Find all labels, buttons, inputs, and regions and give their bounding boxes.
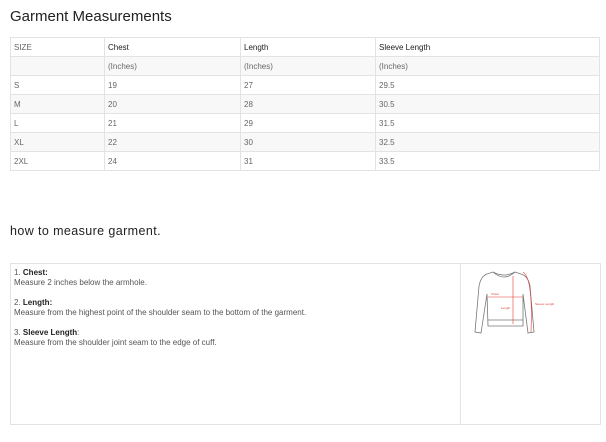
cell: M	[10, 94, 105, 114]
table-row: S 19 27 29.5	[10, 75, 600, 95]
item-number: 2.	[14, 298, 21, 307]
sweater-diagram: Chest Length Sleeve Length	[461, 264, 600, 424]
size-table: SIZE Chest Length Sleeve Length (Inches)…	[10, 37, 600, 171]
cell: 32.5	[375, 132, 600, 152]
item-desc: Measure 2 inches below the armhole.	[14, 278, 147, 287]
measure-guide: 1. Chest: Measure 2 inches below the armh…	[10, 263, 601, 425]
cell: 28	[240, 94, 376, 114]
item-suffix: :	[77, 328, 80, 337]
cell: 24	[104, 151, 241, 171]
cell: 30	[240, 132, 376, 152]
item-label: Sleeve Length	[22, 328, 78, 337]
header-cell: Chest	[104, 37, 241, 57]
diagram-label-length: Length	[501, 306, 511, 310]
diagram-label-sleeve: Sleeve Length	[535, 302, 555, 306]
cell: XL	[10, 132, 105, 152]
cell: 20	[104, 94, 241, 114]
cell: L	[10, 113, 105, 133]
cell: 21	[104, 113, 241, 133]
header-cell: SIZE	[10, 37, 105, 57]
instruction-sleeve: 3. Sleeve Length: Measure from the should…	[14, 328, 457, 348]
item-desc: Measure from the highest point of the sh…	[14, 308, 307, 317]
instruction-chest: 1. Chest: Measure 2 inches below the armh…	[14, 268, 457, 288]
diagram-label-chest: Chest	[491, 292, 499, 296]
units-row: (Inches) (Inches) (Inches)	[10, 56, 600, 76]
table-row: XL 22 30 32.5	[10, 132, 600, 152]
unit-cell: (Inches)	[240, 56, 376, 76]
cell: 33.5	[375, 151, 600, 171]
instructions: 1. Chest: Measure 2 inches below the armh…	[11, 264, 461, 424]
sweater-icon: Chest Length Sleeve Length	[474, 271, 555, 334]
item-label: Chest:	[22, 268, 48, 277]
cell: 30.5	[375, 94, 600, 114]
unit-cell: (Inches)	[375, 56, 600, 76]
table-row: L 21 29 31.5	[10, 113, 600, 133]
cell: 29.5	[375, 75, 600, 95]
unit-cell	[10, 56, 105, 76]
header-cell: Length	[240, 37, 376, 57]
instruction-length: 2. Length: Measure from the highest point…	[14, 298, 457, 318]
item-label: Length:	[22, 298, 53, 307]
cell: 22	[104, 132, 241, 152]
cell: 2XL	[10, 151, 105, 171]
cell: S	[10, 75, 105, 95]
section-title: how to measure garment.	[10, 224, 161, 238]
cell: 31	[240, 151, 376, 171]
unit-cell: (Inches)	[104, 56, 241, 76]
item-number: 1.	[14, 268, 21, 277]
cell: 27	[240, 75, 376, 95]
header-row: SIZE Chest Length Sleeve Length	[10, 37, 600, 57]
cell: 31.5	[375, 113, 600, 133]
item-desc: Measure from the shoulder joint seam to …	[14, 338, 217, 347]
cell: 29	[240, 113, 376, 133]
item-number: 3.	[14, 328, 21, 337]
table-row: M 20 28 30.5	[10, 94, 600, 114]
page-title: Garment Measurements	[10, 8, 172, 25]
table-row: 2XL 24 31 33.5	[10, 151, 600, 171]
header-cell: Sleeve Length	[375, 37, 600, 57]
cell: 19	[104, 75, 241, 95]
